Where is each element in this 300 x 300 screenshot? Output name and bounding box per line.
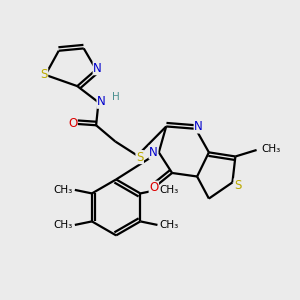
Text: CH₃: CH₃ xyxy=(53,185,73,195)
Text: N: N xyxy=(194,120,203,133)
Text: N: N xyxy=(93,61,102,75)
Text: O: O xyxy=(68,117,77,130)
Text: S: S xyxy=(234,179,242,192)
Text: S: S xyxy=(40,68,48,81)
Text: CH₃: CH₃ xyxy=(53,220,73,230)
Text: N: N xyxy=(149,146,158,159)
Text: S: S xyxy=(136,151,143,164)
Text: N: N xyxy=(97,95,106,108)
Text: O: O xyxy=(149,181,158,194)
Text: CH₃: CH₃ xyxy=(261,143,280,154)
Text: CH₃: CH₃ xyxy=(160,185,179,195)
Text: CH₃: CH₃ xyxy=(160,220,179,230)
Text: H: H xyxy=(112,92,119,102)
